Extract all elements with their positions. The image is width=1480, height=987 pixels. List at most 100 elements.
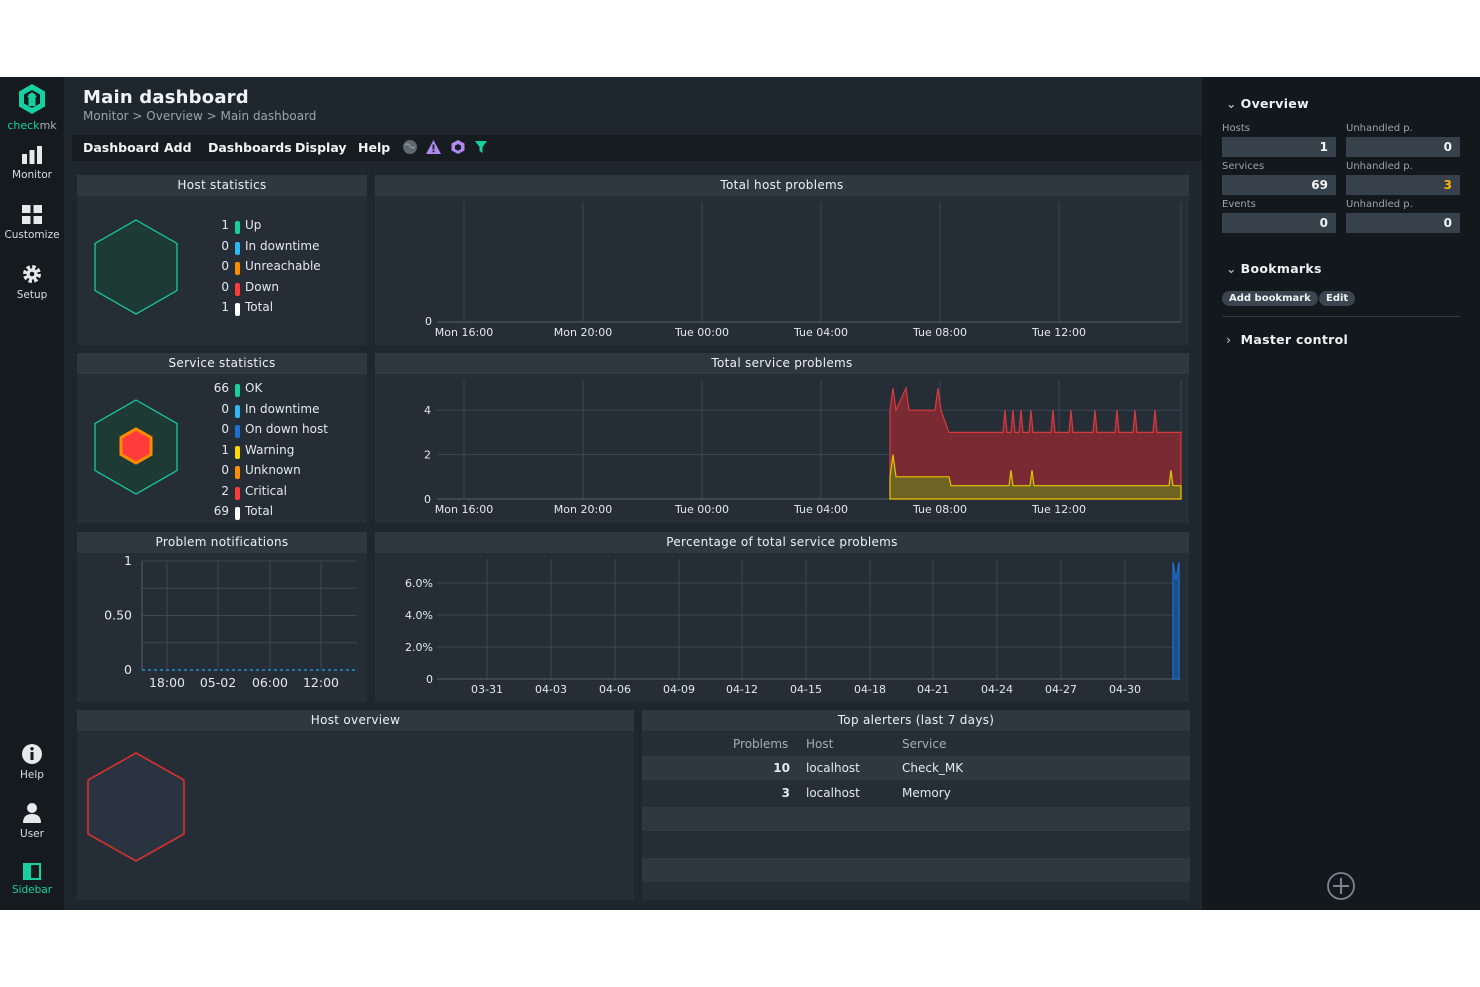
menu-help[interactable]: Help (358, 140, 391, 155)
events-unhandled-count[interactable]: 0 (1346, 213, 1460, 233)
snapin-overview-header[interactable]: ⌄ Overview (1226, 96, 1309, 111)
stat-color-bar (235, 404, 240, 418)
x-tick-label: 04-03 (535, 683, 567, 696)
stat-label: Unreachable (245, 259, 321, 273)
divider (1222, 316, 1460, 317)
y-tick-label: 4.0% (405, 609, 433, 622)
percentage-service-problems-graph[interactable]: 0 2.0% 4.0% 6.0% 03-31 04-03 04-06 04-09 04-12 04… (375, 553, 1189, 702)
x-tick-label: 04-24 (981, 683, 1013, 696)
stat-color-bar (235, 221, 240, 234)
cell-service[interactable]: Memory (902, 786, 951, 800)
snapin-bookmarks-header[interactable]: ⌄ Bookmarks (1226, 261, 1322, 276)
stat-label: Warning (245, 442, 295, 457)
chevron-down-icon: ⌄ (1226, 261, 1237, 276)
events-count[interactable]: 0 (1222, 213, 1336, 233)
nav-user-label: User (20, 828, 44, 840)
services-unhandled-count[interactable]: 3 (1346, 175, 1460, 195)
nav-monitor[interactable]: Monitor (0, 145, 64, 181)
x-tick-label: Mon 20:00 (554, 326, 612, 339)
x-tick-label: 04-12 (726, 683, 758, 696)
y-tick-label: 2.0% (405, 641, 433, 654)
services-count[interactable]: 69 (1222, 175, 1336, 195)
x-tick-label: Tue 08:00 (912, 503, 967, 516)
host-overview-hexagon[interactable] (85, 750, 187, 864)
x-tick-label: Mon 20:00 (554, 503, 612, 516)
globe-icon[interactable] (402, 139, 418, 155)
column-header-host[interactable]: Host (806, 737, 834, 751)
series-percentage-area (1172, 562, 1180, 680)
dashlet-title: Problem notifications (77, 532, 367, 553)
nav-setup[interactable]: Setup (0, 263, 64, 301)
table-row[interactable]: 10 localhost Check_MK (642, 756, 1190, 780)
sidebar-panel-icon (23, 863, 41, 880)
dashlet-title: Host statistics (77, 175, 367, 196)
dashlet-total-service-problems: Total service problems 0 2 4 Mon 16:00 Mon 2… (375, 353, 1189, 523)
y-tick-label: 0 (424, 493, 431, 506)
dashlet-host-overview: Host overview (77, 710, 634, 900)
main-navigation: checkmk Monitor Customize Setup Hel (0, 77, 64, 910)
nav-help[interactable]: Help (0, 743, 64, 781)
x-tick-label: Mon 16:00 (435, 326, 493, 339)
stat-color-bar (235, 384, 240, 397)
menu-dashboards[interactable]: Dashboards (208, 140, 292, 155)
table-row[interactable]: 3 localhost Memory (642, 781, 1190, 805)
breadcrumb[interactable]: Monitor > Overview > Main dashboard (83, 109, 317, 123)
menu-add[interactable]: Add (164, 140, 192, 155)
y-tick-label: 2 (424, 449, 431, 462)
hosts-count[interactable]: 1 (1222, 137, 1336, 157)
filter-icon[interactable] (474, 139, 488, 155)
snapin-master-control-header[interactable]: › Master control (1226, 332, 1348, 347)
problem-notifications-graph[interactable]: 1 0.50 0 18:00 05-02 06:00 12:00 (77, 553, 367, 702)
x-tick-label: Tue 00:00 (674, 503, 729, 516)
nav-customize[interactable]: Customize (0, 204, 64, 241)
cell-host[interactable]: localhost (806, 786, 860, 800)
dashlet-title: Host overview (77, 710, 634, 731)
cell-host[interactable]: localhost (806, 761, 860, 775)
checkmk-app: checkmk Monitor Customize Setup Hel (0, 77, 1480, 910)
host-statistics-hexagon (94, 219, 178, 315)
menu-dashboard[interactable]: Dashboard (83, 140, 160, 155)
add-bookmark-button[interactable]: Add bookmark (1222, 291, 1318, 306)
add-snapin-icon[interactable] (1326, 871, 1356, 901)
stat-count: 0 (221, 279, 229, 294)
y-tick-label: 0 (426, 673, 433, 686)
series-critical-area (889, 385, 1182, 500)
stat-color-bar (235, 262, 240, 275)
y-tick-label: 0.50 (104, 608, 132, 623)
nav-user[interactable]: User (0, 802, 64, 840)
x-tick-label: 04-09 (663, 683, 695, 696)
column-header-problems[interactable]: Problems (733, 737, 789, 751)
page-title: Main dashboard (83, 87, 249, 108)
warning-triangle-icon[interactable] (425, 139, 442, 155)
menu-display[interactable]: Display (295, 140, 347, 155)
stat-count: 0 (221, 422, 229, 436)
nav-monitor-label: Monitor (12, 169, 52, 181)
dashlet-title: Top alerters (last 7 days) (642, 710, 1190, 731)
dashlet-total-host-problems: Total host problems 0 Mon 16:00 Mon 20:00 T… (375, 175, 1189, 345)
dashlet-title: Service statistics (77, 353, 367, 374)
nav-sidebar-toggle[interactable]: Sidebar (0, 863, 64, 896)
checkmk-logo[interactable]: checkmk (0, 83, 64, 132)
info-icon (22, 744, 42, 764)
hosts-unhandled-count[interactable]: 0 (1346, 137, 1460, 157)
y-tick-label: 6.0% (405, 577, 433, 590)
column-header-service[interactable]: Service (902, 737, 947, 751)
service-statistics-hexagon (94, 399, 178, 495)
logo-text-check: check (7, 119, 40, 132)
checkmk-logo-icon (19, 84, 45, 114)
stat-count: 66 (213, 381, 229, 395)
stat-label: Unknown (245, 463, 301, 477)
stat-color-bar (235, 303, 240, 316)
dashlet-title: Total service problems (375, 353, 1189, 374)
grid-icon (22, 205, 42, 224)
services-unhandled-label: Unhandled p. (1346, 161, 1413, 172)
total-service-problems-graph[interactable]: 0 2 4 Mon 16:00 Mon 20:00 Tue 00:00 Tue 04:00 T… (375, 374, 1189, 523)
stat-label: Total (245, 504, 274, 518)
cube-icon[interactable] (450, 139, 466, 155)
edit-bookmarks-button[interactable]: Edit (1319, 291, 1356, 306)
x-tick-label: 04-21 (917, 683, 949, 696)
cell-service[interactable]: Check_MK (902, 761, 964, 775)
x-tick-label: Tue 12:00 (1031, 326, 1086, 339)
x-tick-label: 04-30 (1109, 683, 1141, 696)
